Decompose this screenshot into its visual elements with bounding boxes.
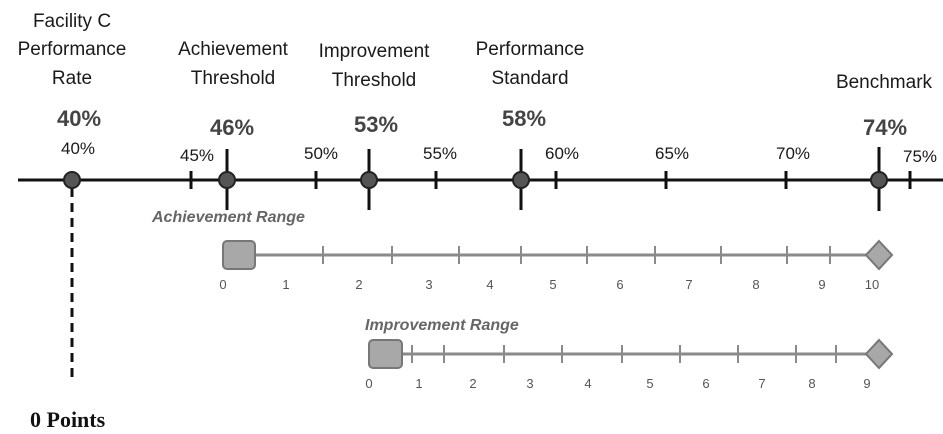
improvement-range-number: 4 — [584, 376, 591, 391]
standard-marker-dot — [512, 171, 530, 189]
performance-standard-marker: Performance Standard 58% — [476, 39, 585, 210]
improvement-range-start-square — [368, 339, 403, 369]
achievement-range-number: 0 — [219, 277, 226, 292]
facility-big-value: 40% — [57, 106, 101, 131]
achievement-range-start-square — [222, 240, 256, 270]
improvement-range-number: 7 — [758, 376, 765, 391]
tick-label-70: 70% — [776, 144, 810, 163]
benchmark-heading: Benchmark — [836, 72, 933, 93]
benchmark-big-value: 74% — [863, 115, 907, 140]
improvement-range-number: 2 — [469, 376, 476, 391]
improvement-range-number: 3 — [526, 376, 533, 391]
scale-ticks — [189, 171, 912, 189]
improvement-range-number: 5 — [646, 376, 653, 391]
benchmark-marker: Benchmark 74% — [836, 72, 933, 211]
achievement-range-number: 7 — [685, 277, 692, 292]
tick-label-65: 65% — [655, 144, 689, 163]
improvement-range: Improvement Range 0 1 2 3 4 5 6 7 8 9 — [365, 317, 894, 391]
tick-label-60: 60% — [545, 144, 579, 163]
achievement-range-number: 4 — [486, 277, 493, 292]
tick-label-55: 55% — [423, 144, 457, 163]
facility-heading-line-1: Facility C — [33, 11, 111, 32]
improvement-heading-line-2: Threshold — [332, 70, 417, 91]
achievement-range-number: 1 — [282, 277, 289, 292]
achievement-range: Achievement Range 0 1 2 3 4 5 6 7 8 9 10 — [151, 209, 894, 292]
achievement-range-number: 10 — [865, 277, 879, 292]
standard-heading-line-1: Performance — [476, 39, 585, 60]
improvement-heading-line-1: Improvement — [319, 41, 431, 62]
improvement-threshold-marker: Improvement Threshold 53% — [319, 41, 431, 210]
achievement-range-number: 3 — [425, 277, 432, 292]
tick-label-50: 50% — [304, 144, 338, 163]
improvement-big-value: 53% — [354, 112, 398, 137]
achievement-threshold-marker: Achievement Threshold 46% — [178, 39, 289, 210]
facility-marker-dot — [63, 171, 81, 189]
benchmark-marker-dot — [870, 171, 888, 189]
achievement-heading-line-2: Threshold — [191, 68, 276, 89]
achievement-range-label: Achievement Range — [151, 209, 305, 226]
achievement-range-number: 6 — [616, 277, 623, 292]
achievement-big-value: 46% — [210, 115, 254, 140]
facility-heading-line-2: Performance — [18, 39, 127, 60]
standard-big-value: 58% — [502, 106, 546, 131]
achievement-range-end-diamond — [864, 239, 894, 271]
achievement-marker-dot — [218, 171, 236, 189]
achievement-range-number: 8 — [752, 277, 759, 292]
improvement-range-number: 8 — [808, 376, 815, 391]
improvement-range-end-diamond — [864, 338, 894, 370]
improvement-range-number: 9 — [863, 376, 870, 391]
scale-tick-labels: 45% 50% 55% 60% 65% 70% 75% — [180, 144, 937, 166]
improvement-range-number: 1 — [415, 376, 422, 391]
facility-rate-marker: Facility C Performance Rate 40% 40% — [18, 11, 127, 382]
facility-heading-line-3: Rate — [52, 68, 92, 89]
improvement-marker-dot — [360, 171, 378, 189]
tick-label-75: 75% — [903, 147, 937, 166]
achievement-range-number: 5 — [549, 277, 556, 292]
tick-label-45: 45% — [180, 146, 214, 165]
improvement-range-label: Improvement Range — [365, 317, 519, 334]
points-result: 0 Points — [30, 407, 106, 432]
standard-heading-line-2: Standard — [491, 68, 568, 89]
achievement-range-number: 2 — [355, 277, 362, 292]
facility-small-value: 40% — [61, 139, 95, 158]
achievement-heading-line-1: Achievement — [178, 39, 289, 60]
achievement-range-number: 9 — [818, 277, 825, 292]
improvement-range-number: 0 — [365, 376, 372, 391]
improvement-range-number: 6 — [702, 376, 709, 391]
